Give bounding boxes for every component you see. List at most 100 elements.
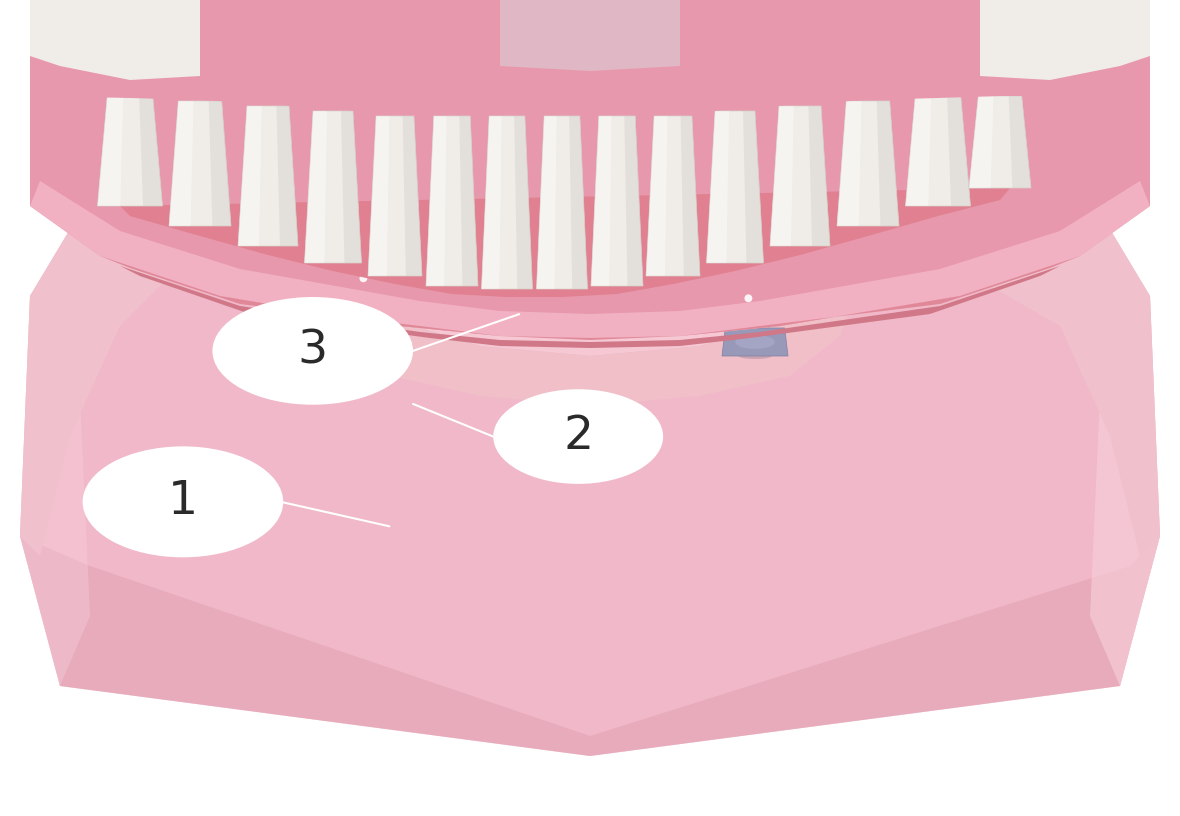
Ellipse shape — [354, 274, 386, 280]
Ellipse shape — [354, 322, 386, 327]
Polygon shape — [514, 116, 532, 289]
Polygon shape — [199, 146, 981, 356]
Polygon shape — [870, 146, 1160, 686]
Circle shape — [733, 284, 776, 328]
Polygon shape — [366, 136, 374, 336]
Polygon shape — [771, 106, 794, 246]
Polygon shape — [304, 111, 361, 263]
Polygon shape — [707, 111, 763, 263]
Ellipse shape — [83, 446, 283, 557]
Ellipse shape — [741, 208, 769, 214]
Polygon shape — [680, 0, 981, 74]
Polygon shape — [341, 111, 361, 263]
Polygon shape — [400, 256, 780, 306]
Ellipse shape — [212, 297, 413, 405]
Polygon shape — [480, 271, 700, 292]
Ellipse shape — [355, 263, 386, 268]
Polygon shape — [430, 261, 750, 291]
Ellipse shape — [741, 174, 768, 180]
Ellipse shape — [741, 294, 756, 305]
Polygon shape — [320, 286, 860, 406]
Polygon shape — [120, 188, 1010, 297]
Polygon shape — [537, 116, 588, 289]
Polygon shape — [877, 101, 899, 226]
Ellipse shape — [356, 180, 384, 186]
Polygon shape — [20, 146, 1160, 756]
Polygon shape — [750, 166, 760, 356]
Ellipse shape — [356, 133, 384, 139]
Ellipse shape — [742, 163, 768, 169]
Polygon shape — [368, 116, 422, 276]
Polygon shape — [209, 101, 231, 226]
Ellipse shape — [739, 320, 771, 326]
Polygon shape — [30, 0, 199, 80]
Polygon shape — [276, 106, 299, 246]
Ellipse shape — [740, 264, 769, 269]
Polygon shape — [20, 146, 310, 686]
Ellipse shape — [355, 227, 385, 233]
Ellipse shape — [741, 185, 768, 192]
Polygon shape — [169, 101, 194, 226]
Polygon shape — [500, 0, 680, 71]
Ellipse shape — [350, 315, 389, 329]
Ellipse shape — [741, 197, 769, 202]
Polygon shape — [120, 266, 1060, 348]
Polygon shape — [30, 0, 1150, 338]
Ellipse shape — [739, 342, 772, 348]
Polygon shape — [139, 96, 163, 206]
Polygon shape — [569, 116, 588, 289]
Circle shape — [348, 264, 392, 308]
Polygon shape — [722, 328, 788, 356]
Polygon shape — [30, 0, 1150, 114]
Ellipse shape — [740, 242, 769, 247]
Polygon shape — [1009, 96, 1031, 188]
Polygon shape — [743, 111, 763, 263]
Ellipse shape — [740, 252, 769, 259]
Polygon shape — [981, 0, 1150, 80]
Ellipse shape — [354, 298, 386, 304]
Polygon shape — [537, 116, 557, 289]
Polygon shape — [948, 96, 970, 206]
Ellipse shape — [741, 219, 769, 225]
Ellipse shape — [355, 239, 385, 245]
Polygon shape — [591, 116, 643, 286]
Text: 2: 2 — [563, 414, 594, 459]
Text: 3: 3 — [297, 328, 328, 374]
Polygon shape — [238, 106, 299, 246]
Polygon shape — [771, 106, 830, 246]
Ellipse shape — [741, 230, 769, 236]
Ellipse shape — [739, 353, 772, 359]
Polygon shape — [459, 116, 478, 286]
Polygon shape — [199, 0, 500, 74]
Polygon shape — [837, 101, 861, 226]
Polygon shape — [481, 116, 532, 289]
Polygon shape — [645, 116, 700, 276]
Polygon shape — [20, 146, 310, 556]
Ellipse shape — [356, 192, 385, 197]
Polygon shape — [340, 256, 840, 321]
Ellipse shape — [740, 308, 771, 314]
Polygon shape — [98, 96, 123, 206]
Ellipse shape — [355, 215, 385, 221]
Ellipse shape — [354, 333, 387, 339]
Polygon shape — [740, 166, 771, 356]
Polygon shape — [624, 116, 643, 286]
Polygon shape — [808, 106, 830, 246]
Polygon shape — [304, 111, 327, 263]
Polygon shape — [681, 116, 700, 276]
Ellipse shape — [354, 286, 386, 292]
Polygon shape — [707, 111, 729, 263]
Ellipse shape — [354, 309, 386, 316]
Polygon shape — [905, 96, 970, 206]
Polygon shape — [368, 116, 389, 276]
Polygon shape — [402, 116, 422, 276]
Ellipse shape — [739, 330, 771, 337]
Text: 1: 1 — [168, 479, 198, 525]
Polygon shape — [426, 116, 446, 286]
Polygon shape — [340, 216, 840, 321]
Polygon shape — [169, 101, 231, 226]
Ellipse shape — [740, 286, 771, 292]
Polygon shape — [98, 96, 163, 206]
Polygon shape — [645, 116, 668, 276]
Polygon shape — [355, 136, 385, 336]
